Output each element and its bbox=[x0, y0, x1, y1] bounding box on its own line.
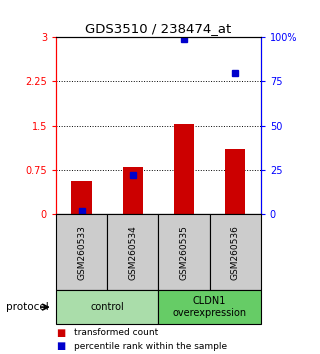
Bar bbox=[123, 167, 143, 214]
Text: ■: ■ bbox=[56, 341, 65, 351]
Text: CLDN1
overexpression: CLDN1 overexpression bbox=[172, 296, 247, 318]
Bar bbox=[71, 181, 92, 214]
Bar bbox=[174, 125, 194, 214]
Bar bbox=[225, 149, 245, 214]
Text: transformed count: transformed count bbox=[74, 328, 158, 337]
Text: GSM260535: GSM260535 bbox=[180, 225, 188, 280]
Title: GDS3510 / 238474_at: GDS3510 / 238474_at bbox=[85, 22, 232, 35]
Text: control: control bbox=[90, 302, 124, 312]
Text: GSM260534: GSM260534 bbox=[128, 225, 137, 280]
Text: ■: ■ bbox=[56, 328, 65, 338]
Text: GSM260533: GSM260533 bbox=[77, 225, 86, 280]
Text: GSM260536: GSM260536 bbox=[231, 225, 240, 280]
Text: percentile rank within the sample: percentile rank within the sample bbox=[74, 342, 227, 351]
Text: protocol: protocol bbox=[6, 302, 49, 312]
